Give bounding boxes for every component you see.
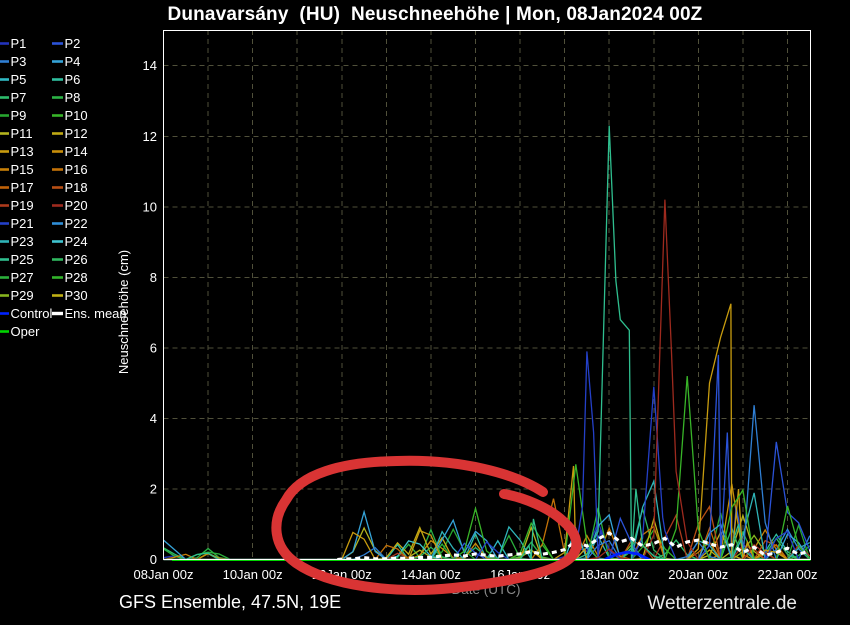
svg-text:P28: P28 — [65, 270, 88, 285]
svg-text:Control: Control — [11, 306, 53, 321]
svg-text:P30: P30 — [65, 288, 88, 303]
svg-text:P13: P13 — [11, 144, 34, 159]
svg-text:18Jan 00z: 18Jan 00z — [579, 567, 639, 582]
svg-text:P26: P26 — [65, 252, 88, 267]
svg-text:6: 6 — [150, 340, 157, 355]
svg-text:P20: P20 — [65, 198, 88, 213]
svg-text:P25: P25 — [11, 252, 34, 267]
svg-text:P8: P8 — [65, 90, 81, 105]
svg-text:P6: P6 — [65, 72, 81, 87]
svg-text:P3: P3 — [11, 54, 27, 69]
svg-text:P22: P22 — [65, 216, 88, 231]
svg-text:P29: P29 — [11, 288, 34, 303]
svg-text:Wetterzentrale.de: Wetterzentrale.de — [647, 593, 797, 614]
svg-text:P9: P9 — [11, 108, 27, 123]
svg-text:8: 8 — [150, 270, 157, 285]
svg-text:P27: P27 — [11, 270, 34, 285]
svg-text:P16: P16 — [65, 162, 88, 177]
svg-text:0: 0 — [150, 552, 157, 567]
svg-text:10Jan 00z: 10Jan 00z — [223, 567, 283, 582]
svg-text:08Jan 00z: 08Jan 00z — [134, 567, 194, 582]
svg-text:P11: P11 — [11, 126, 33, 141]
svg-text:P19: P19 — [11, 198, 34, 213]
svg-text:P24: P24 — [65, 234, 88, 249]
svg-text:P21: P21 — [11, 216, 34, 231]
svg-text:P12: P12 — [65, 126, 88, 141]
svg-text:Ens. mean: Ens. mean — [65, 306, 127, 321]
svg-text:10: 10 — [143, 199, 157, 214]
svg-text:GFS Ensemble, 47.5N, 19E: GFS Ensemble, 47.5N, 19E — [119, 592, 341, 612]
svg-text:Neuschneehöhe (cm): Neuschneehöhe (cm) — [116, 250, 131, 374]
svg-text:P2: P2 — [65, 36, 81, 51]
svg-text:P5: P5 — [11, 72, 27, 87]
svg-text:P4: P4 — [65, 54, 81, 69]
svg-text:12: 12 — [143, 129, 157, 144]
svg-text:P17: P17 — [11, 180, 34, 195]
svg-text:Oper: Oper — [11, 324, 41, 339]
svg-text:14: 14 — [143, 58, 157, 73]
svg-text:4: 4 — [150, 411, 157, 426]
svg-text:20Jan 00z: 20Jan 00z — [668, 567, 728, 582]
svg-text:P10: P10 — [65, 108, 88, 123]
svg-text:P18: P18 — [65, 180, 88, 195]
svg-text:P1: P1 — [11, 36, 27, 51]
svg-text:2: 2 — [150, 482, 157, 497]
svg-text:22Jan 00z: 22Jan 00z — [758, 567, 818, 582]
svg-text:Dunavarsány (HU) Neuschneehö: Dunavarsány (HU) Neuschneehöhe | Mon, 08… — [168, 4, 703, 25]
svg-text:P23: P23 — [11, 234, 34, 249]
svg-text:P14: P14 — [65, 144, 88, 159]
svg-text:P7: P7 — [11, 90, 27, 105]
svg-text:14Jan 00z: 14Jan 00z — [401, 567, 461, 582]
svg-text:P15: P15 — [11, 162, 34, 177]
